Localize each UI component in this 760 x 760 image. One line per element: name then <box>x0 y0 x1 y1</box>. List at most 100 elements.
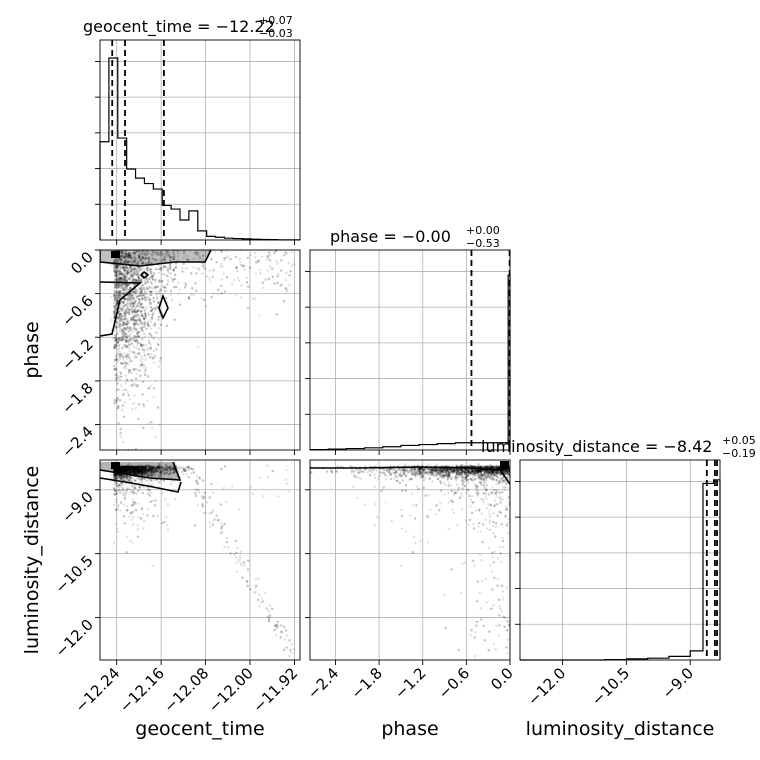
sample-point <box>139 304 142 307</box>
sample-point <box>166 269 170 272</box>
sample-point <box>150 468 154 472</box>
sample-point <box>121 467 124 471</box>
sample-point <box>170 256 173 259</box>
sample-point <box>275 623 278 626</box>
sample-point <box>129 476 132 480</box>
sample-point <box>137 468 140 472</box>
sample-point <box>140 327 143 331</box>
sample-point <box>172 466 175 469</box>
sample-point <box>128 468 131 471</box>
sample-point <box>144 466 147 469</box>
sample-point <box>138 314 141 318</box>
sample-point <box>136 465 139 469</box>
sample-point <box>138 319 141 323</box>
sample-point <box>133 308 136 311</box>
mode-marker <box>111 251 120 258</box>
sample-point <box>124 468 128 471</box>
sample-point <box>134 267 137 270</box>
sample-point <box>149 272 153 275</box>
sample-point <box>131 310 135 314</box>
sample-point <box>285 252 288 255</box>
sample-point <box>125 551 128 554</box>
sample-point <box>135 269 138 273</box>
sample-point <box>144 465 148 468</box>
sample-point <box>132 469 136 472</box>
sample-point <box>132 469 135 472</box>
sample-point <box>155 251 158 254</box>
sample-point <box>142 317 146 320</box>
sample-point <box>187 475 190 479</box>
sample-point <box>225 256 228 259</box>
sample-point <box>120 465 124 469</box>
sample-point <box>124 465 127 468</box>
sample-point <box>151 250 154 253</box>
sample-point <box>123 271 126 275</box>
sample-point <box>150 474 154 477</box>
sample-point <box>129 303 132 306</box>
sample-point <box>136 333 139 336</box>
sample-point <box>126 253 130 257</box>
sample-point <box>116 341 119 344</box>
sample-point <box>138 469 141 472</box>
sample-point <box>132 278 136 281</box>
sample-point <box>194 494 198 498</box>
sample-point <box>164 516 168 519</box>
sample-point <box>146 280 150 284</box>
sample-point <box>238 560 241 564</box>
sample-point <box>159 268 163 272</box>
sample-point <box>164 296 168 300</box>
sample-point <box>132 472 136 476</box>
sample-point <box>141 469 144 473</box>
sample-point <box>234 255 237 259</box>
sample-point <box>142 260 145 264</box>
sample-point <box>152 257 156 261</box>
sample-point <box>131 337 135 340</box>
sample-point <box>146 269 149 272</box>
sample-point <box>124 339 128 343</box>
sample-point <box>125 308 128 311</box>
geocent-time-vs-phase-panel: −2.4−1.8−1.2−0.60.0 <box>58 248 301 461</box>
sample-point <box>120 252 123 255</box>
histogram-step <box>99 57 301 241</box>
sample-point <box>143 268 146 271</box>
sample-point <box>118 371 122 374</box>
sample-point <box>158 423 162 427</box>
sample-point <box>119 372 123 375</box>
sample-point <box>134 259 137 263</box>
sample-point <box>204 304 207 308</box>
sample-point <box>120 266 123 269</box>
sample-point <box>133 322 137 326</box>
sample-point <box>143 309 147 312</box>
sample-point <box>151 274 155 278</box>
sample-point <box>126 284 129 287</box>
sample-point <box>135 302 138 306</box>
sample-point <box>290 643 294 646</box>
sample-point <box>119 470 122 473</box>
sample-point <box>117 271 121 274</box>
sample-point <box>137 470 141 474</box>
sample-point <box>292 263 296 266</box>
sample-point <box>149 469 153 472</box>
sample-point <box>120 273 123 276</box>
sample-point <box>154 278 157 282</box>
sample-point <box>114 358 117 362</box>
sample-point <box>112 475 116 478</box>
sample-point <box>137 259 141 262</box>
sample-point <box>116 337 119 340</box>
sample-point <box>122 301 125 304</box>
sample-point <box>129 260 133 264</box>
sample-point <box>142 513 145 516</box>
sample-point <box>130 269 133 272</box>
sample-point <box>125 465 128 468</box>
sample-point <box>165 465 168 469</box>
sample-point <box>146 465 149 468</box>
sample-point <box>121 334 124 338</box>
sample-point <box>123 260 126 263</box>
sample-point <box>187 465 190 468</box>
sample-point <box>133 394 136 397</box>
sample-point <box>121 467 124 471</box>
sample-point <box>171 251 174 254</box>
sample-point <box>138 470 141 473</box>
sample-point <box>120 329 124 333</box>
sample-point <box>153 324 156 327</box>
